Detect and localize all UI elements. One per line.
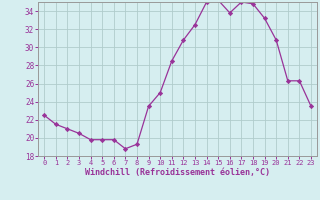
X-axis label: Windchill (Refroidissement éolien,°C): Windchill (Refroidissement éolien,°C) xyxy=(85,168,270,177)
